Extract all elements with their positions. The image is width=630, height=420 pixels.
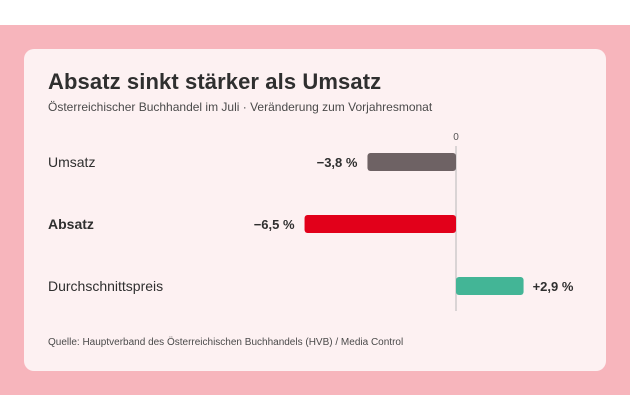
bar-series: Umsatz −3,8 % Absatz −6,5 % Durchschnittspre… [48, 153, 574, 295]
chart-subtitle: Österreichischer Buchhandel im Juli · Ve… [48, 100, 433, 114]
category-label-absatz: Absatz [48, 216, 94, 232]
bar-chart: 0 Umsatz −3,8 % Absatz −6,5 % Durchschnittsp… [48, 132, 574, 311]
value-label-absatz: −6,5 % [254, 217, 295, 232]
chart-card: Absatz sinkt stärker als Umsatz Österrei… [24, 49, 606, 371]
value-label-umsatz: −3,8 % [317, 155, 358, 170]
bar-umsatz [367, 153, 456, 171]
category-label-durchschnittspreis: Durchschnittspreis [48, 278, 163, 294]
value-label-durchschnittspreis: +2,9 % [533, 279, 574, 294]
source-note: Quelle: Hauptverband des Österreichische… [48, 337, 404, 348]
bar-durchschnittspreis [456, 277, 524, 295]
category-label-umsatz: Umsatz [48, 154, 95, 170]
zero-tick-label: 0 [453, 132, 459, 143]
bar-absatz [304, 215, 456, 233]
chart-title: Absatz sinkt stärker als Umsatz [48, 69, 382, 94]
